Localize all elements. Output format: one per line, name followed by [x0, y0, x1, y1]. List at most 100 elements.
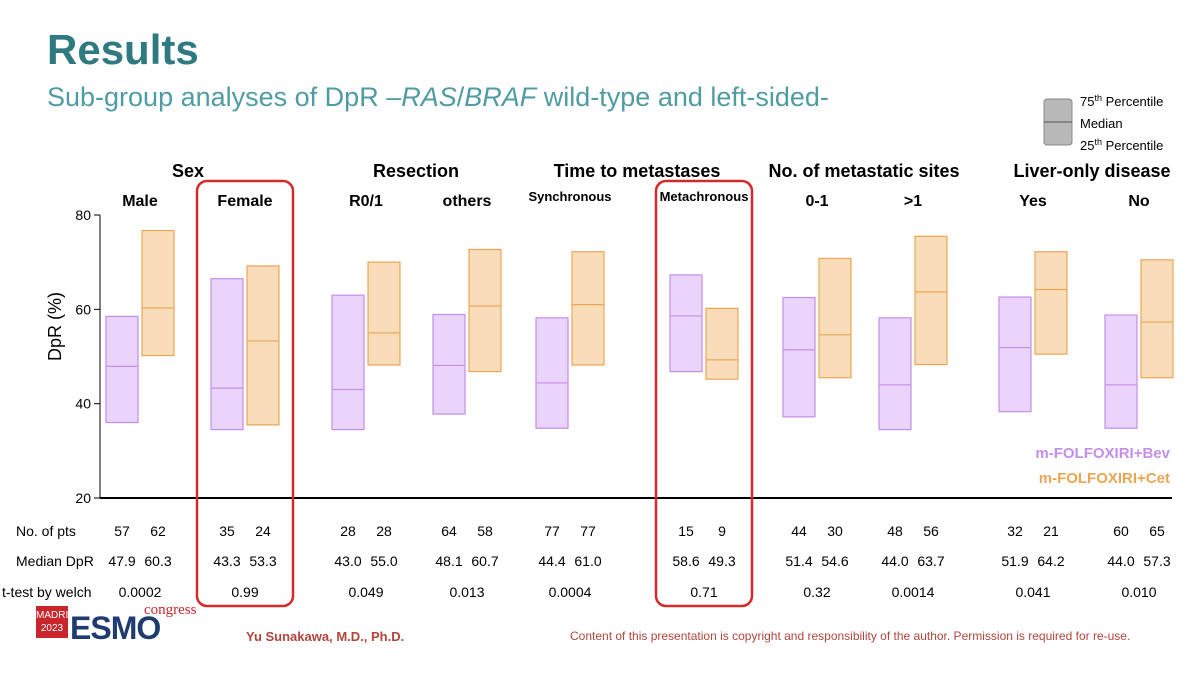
box-cet: [818, 257, 852, 379]
subtitle-prefix: Sub-group analyses of DpR –: [47, 82, 402, 112]
group-header: Resection: [373, 161, 459, 181]
box-bev: [331, 294, 365, 431]
esmo-logo: MADRID 2023 ESMO congress: [36, 602, 206, 654]
box-bev: [998, 296, 1032, 413]
median-value-cet: 63.7: [917, 553, 944, 569]
n-pts-bev: 77: [544, 523, 560, 539]
n-pts-cet: 9: [718, 523, 726, 539]
box-cet: [1034, 251, 1068, 355]
group-header: Liver-only disease: [1013, 161, 1170, 181]
median-value-bev: 48.1: [435, 553, 462, 569]
page-title: Results: [47, 26, 199, 73]
p-value: 0.010: [1121, 584, 1156, 600]
n-pts-bev: 32: [1007, 523, 1023, 539]
median-value-bev: 44.0: [881, 553, 908, 569]
median-value-bev: 51.4: [785, 553, 812, 569]
subgroup-label: Metachronous: [660, 189, 749, 204]
n-pts-cet: 62: [150, 523, 166, 539]
n-pts-bev: 44: [791, 523, 807, 539]
author-credit: Yu Sunakawa, M.D., Ph.D.: [246, 629, 405, 644]
n-pts-cet: 24: [255, 523, 271, 539]
box-cet: [571, 251, 605, 366]
box-bev: [878, 317, 912, 431]
highlight-frame: [654, 179, 754, 608]
legend-75th: 75th Percentile: [1080, 93, 1163, 109]
box-cet: [1140, 259, 1174, 379]
n-pts-bev: 48: [887, 523, 903, 539]
p-value: 0.0004: [549, 584, 592, 600]
n-pts-bev: 28: [340, 523, 356, 539]
p-value: 0.99: [231, 584, 258, 600]
copyright-notice: Content of this presentation is copyrigh…: [570, 629, 1131, 643]
median-value-cet: 60.3: [144, 553, 171, 569]
subgroup-label: >1: [904, 193, 922, 210]
subtitle-slash: /: [456, 82, 465, 112]
subgroup-label: Female: [217, 193, 272, 210]
box-bev: [669, 274, 703, 373]
subtitle-ras: RAS: [401, 82, 457, 112]
median-value-cet: 64.2: [1037, 553, 1064, 569]
median-value-cet: 53.3: [249, 553, 276, 569]
subtitle-suffix: wild-type and left-sided-: [536, 82, 829, 112]
p-value: 0.013: [449, 584, 484, 600]
subgroup-label: Yes: [1019, 193, 1047, 210]
median-value-cet: 55.0: [370, 553, 397, 569]
y-tick-label-60: 60: [75, 301, 91, 317]
n-pts-bev: 35: [219, 523, 235, 539]
n-pts-cet: 58: [477, 523, 493, 539]
box-bev: [210, 278, 244, 431]
legend-cet: m-FOLFOXIRI+Cet: [1039, 470, 1170, 487]
legend-median: Median: [1080, 116, 1123, 131]
y-tick-label-20: 20: [75, 490, 91, 506]
row-label: t-test by welch: [2, 584, 91, 600]
n-pts-cet: 65: [1149, 523, 1165, 539]
group-header: Time to metastases: [554, 161, 721, 181]
legend-25th: 25th Percentile: [1080, 137, 1163, 153]
median-value-bev: 58.6: [672, 553, 699, 569]
logo-mark: ESMO: [70, 610, 161, 646]
subgroup-label: others: [443, 193, 492, 210]
y-tick-label-40: 40: [75, 396, 91, 412]
median-value-cet: 54.6: [821, 553, 848, 569]
subtitle-braf: BRAF: [464, 82, 537, 112]
median-value-bev: 47.9: [108, 553, 135, 569]
p-value: 0.041: [1015, 584, 1050, 600]
subgroup-label: 0-1: [805, 193, 828, 210]
median-value-bev: 51.9: [1001, 553, 1028, 569]
n-pts-bev: 15: [678, 523, 694, 539]
logo-year: 2023: [40, 623, 64, 634]
subgroup-label: Synchronous: [528, 189, 611, 204]
box-cet: [705, 307, 739, 380]
p-value: 0.0002: [119, 584, 162, 600]
group-header: No. of metastatic sites: [768, 161, 959, 181]
box-bev: [105, 315, 139, 424]
median-value-cet: 57.3: [1143, 553, 1170, 569]
row-label: No. of pts: [16, 523, 76, 539]
box-cet: [246, 265, 280, 426]
highlight-frame: [195, 179, 295, 608]
median-value-bev: 43.0: [334, 553, 361, 569]
box-bev: [1104, 314, 1138, 429]
legend-bev: m-FOLFOXIRI+Bev: [1035, 445, 1170, 462]
p-value: 0.0014: [892, 584, 935, 600]
y-tick-label-80: 80: [75, 207, 91, 223]
p-value: 0.049: [348, 584, 383, 600]
box-bev: [432, 313, 466, 415]
n-pts-cet: 77: [580, 523, 596, 539]
p-value: 0.32: [803, 584, 830, 600]
logo-congress: congress: [144, 602, 197, 618]
box-cet: [468, 248, 502, 373]
page-subtitle: Sub-group analyses of DpR –RAS/BRAF wild…: [47, 82, 829, 113]
row-label: Median DpR: [16, 553, 94, 569]
box-cet: [914, 235, 948, 366]
median-value-cet: 49.3: [708, 553, 735, 569]
logo-city-badge: MADRID 2023: [36, 606, 75, 638]
n-pts-bev: 60: [1113, 523, 1129, 539]
median-value-cet: 60.7: [471, 553, 498, 569]
subgroup-label: R0/1: [349, 193, 383, 210]
subgroup-label: No: [1128, 193, 1150, 210]
y-axis-label: DpR (%): [45, 292, 65, 361]
median-value-bev: 44.4: [538, 553, 565, 569]
n-pts-bev: 64: [441, 523, 457, 539]
n-pts-cet: 56: [923, 523, 939, 539]
